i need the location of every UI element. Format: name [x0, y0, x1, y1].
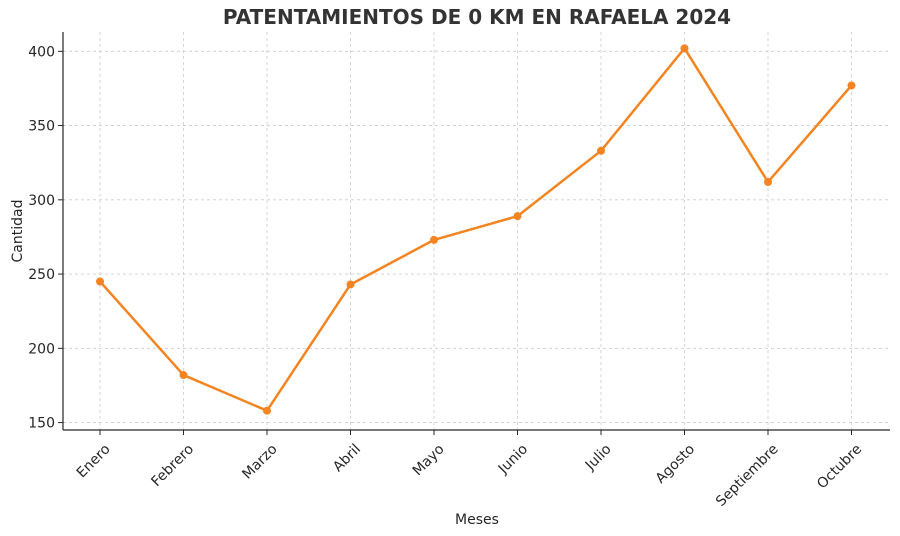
x-tick-label: Septiembre	[713, 441, 782, 510]
x-tick-label: Marzo	[239, 441, 280, 482]
x-tick-label: Agosto	[653, 441, 699, 487]
data-point	[96, 277, 104, 286]
x-tick-label: Febrero	[148, 441, 197, 490]
data-point	[513, 212, 522, 221]
x-tick-label: Junio	[495, 441, 531, 477]
data-point	[764, 177, 772, 186]
y-tick-label: 400	[28, 44, 55, 60]
y-tick-label: 300	[28, 193, 55, 209]
y-tick-label: 150	[28, 416, 55, 432]
data-point	[597, 146, 605, 155]
y-tick-label: 350	[28, 119, 55, 135]
y-tick-label: 200	[28, 341, 55, 357]
y-tick-label: 250	[28, 267, 55, 283]
data-point	[847, 81, 856, 90]
x-axis-label: Meses	[455, 512, 499, 528]
axes	[62, 32, 890, 431]
x-tick-label: Octubre	[814, 441, 865, 492]
y-axis-label: Cantidad	[10, 200, 26, 263]
chart-title: PATENTAMIENTOS DE 0 KM EN RAFAELA 2024	[223, 5, 731, 29]
series	[96, 44, 856, 415]
series-line	[99, 47, 853, 412]
x-tick-label: Abril	[330, 441, 364, 475]
data-point	[680, 44, 689, 53]
grid	[63, 32, 890, 430]
ticks: Enero Febrero Marzo Abril Mayo Junio Julio Agos…	[28, 44, 865, 510]
data-point	[430, 235, 438, 244]
data-point	[263, 406, 271, 415]
x-tick-label: Enero	[74, 441, 114, 481]
x-tick-label: Mayo	[410, 441, 448, 479]
data-point	[179, 371, 188, 380]
data-point	[346, 280, 355, 289]
x-tick-label: Julio	[582, 441, 615, 474]
